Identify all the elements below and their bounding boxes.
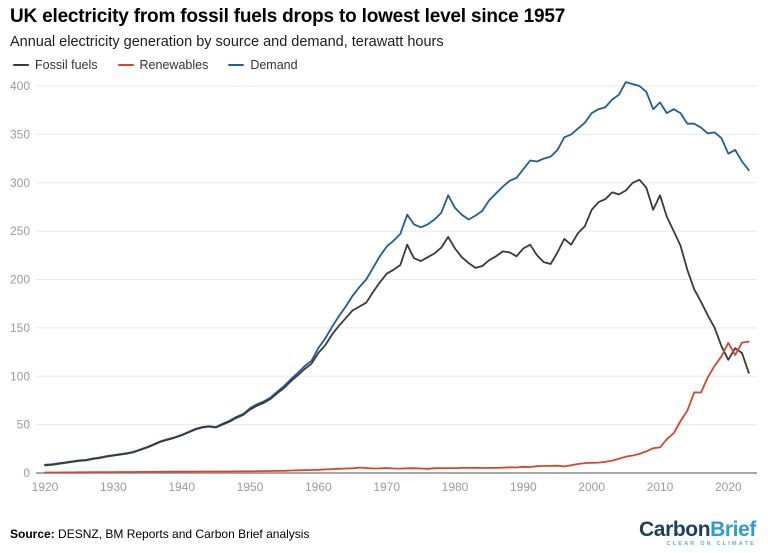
x-tick-label: 1990	[510, 480, 537, 494]
line-chart: 0 50 100 150 200 250 300 350 400 1920 1930 1940 1950…	[10, 79, 757, 494]
y-tick-label: 400	[10, 79, 30, 93]
y-tick-label: 0	[23, 466, 30, 480]
logo-wordmark: CarbonBrief	[639, 519, 756, 540]
legend-item-renewables: Renewables	[117, 58, 209, 72]
source-label: Source:	[10, 527, 55, 541]
logo-tagline: CLEAR ON CLIMATE	[666, 541, 756, 547]
series-line-fossil-fuels	[44, 178, 750, 467]
legend-label: Demand	[250, 58, 298, 72]
x-tick-label: 1950	[237, 480, 264, 494]
legend-swatch	[13, 63, 29, 67]
y-tick-label: 150	[10, 321, 30, 335]
series-line-demand	[44, 81, 750, 466]
page-title: UK electricity from fossil fuels drops t…	[10, 6, 566, 27]
carbonbrief-logo[interactable]: CarbonBrief CLEAR ON CLIMATE	[639, 519, 756, 548]
x-tick-label: 2000	[578, 480, 605, 494]
legend-label: Fossil fuels	[35, 58, 98, 72]
legend-item-fossil-fuels: Fossil fuels	[13, 58, 98, 72]
legend-swatch	[117, 63, 134, 67]
x-tick-label: 1940	[168, 480, 195, 494]
x-tick-label: 1920	[32, 480, 59, 494]
x-tick-label: 1980	[442, 480, 469, 494]
legend-swatch	[228, 63, 245, 67]
footer: Source: DESNZ, BM Reports and Carbon Bri…	[0, 518, 768, 548]
source-text: DESNZ, BM Reports and Carbon Brief analy…	[54, 527, 310, 541]
y-tick-label: 200	[10, 273, 30, 287]
logo-carbon-text: Carbon	[639, 518, 711, 541]
x-tick-label: 1960	[305, 480, 332, 494]
logo-brief-text: Brief	[710, 518, 756, 541]
y-tick-label: 100	[10, 369, 30, 383]
x-tick-label: 1970	[373, 480, 400, 494]
x-tick-label: 2020	[715, 480, 742, 494]
y-tick-label: 350	[10, 127, 30, 141]
y-tick-label: 250	[10, 224, 30, 238]
series-line-renewables	[44, 340, 750, 474]
chart-subtitle: Annual electricity generation by source …	[10, 34, 444, 50]
y-tick-label: 50	[17, 418, 31, 432]
y-tick-label: 300	[10, 176, 30, 190]
x-tick-label: 1930	[100, 480, 127, 494]
legend: Fossil fuels Renewables Demand	[13, 58, 758, 72]
legend-item-demand: Demand	[228, 58, 298, 72]
source-note: Source: DESNZ, BM Reports and Carbon Bri…	[10, 519, 309, 541]
legend-label: Renewables	[139, 58, 209, 72]
x-tick-label: 2010	[647, 480, 674, 494]
